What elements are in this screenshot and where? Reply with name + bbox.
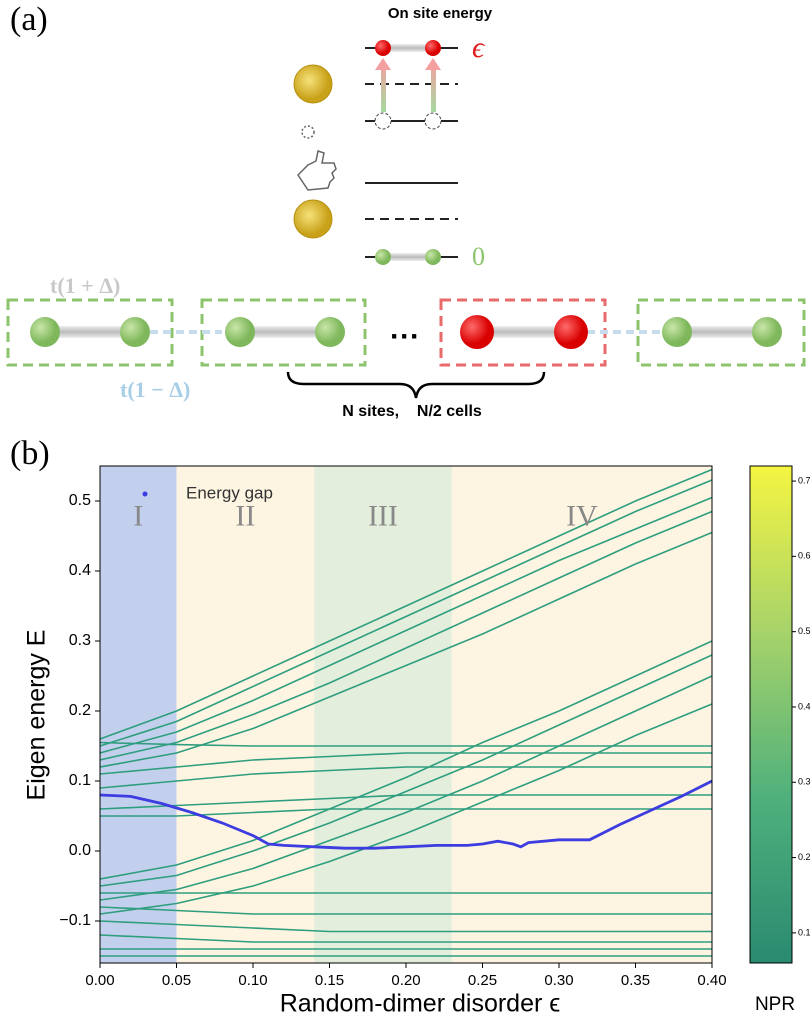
y-tick-label: 0.1 (69, 772, 91, 789)
eigen-level (100, 906, 712, 915)
region-label: III (368, 499, 398, 532)
arrow (431, 62, 436, 112)
site (30, 317, 60, 347)
site (315, 317, 345, 347)
coin-icon (293, 199, 333, 239)
site (375, 249, 391, 265)
bond (45, 326, 135, 338)
colorbar-tick-label: 0.6 (798, 551, 811, 561)
arrow-head (375, 58, 441, 70)
site (374, 112, 392, 130)
region-label: II (235, 499, 255, 532)
bond (383, 253, 433, 261)
eigen-level (100, 703, 712, 915)
region (176, 466, 315, 963)
y-tick-label: 0.3 (69, 632, 91, 649)
diagram-title: On site energy (388, 5, 493, 22)
legend-label: Energy gap (186, 483, 273, 502)
diagram (6, 40, 806, 399)
bond (240, 326, 330, 338)
region (314, 466, 452, 963)
ellipsis: ··· (390, 320, 420, 353)
colorbar-tick-label: 0.2 (798, 852, 811, 862)
energy-levels (365, 47, 458, 258)
x-tick-label: 0.15 (315, 972, 344, 989)
site (460, 315, 494, 349)
arrow (381, 62, 386, 112)
colorbar-label: NPR (755, 994, 795, 1015)
inter-hopping: t(1 − Δ) (120, 377, 190, 402)
eigen-level (100, 752, 712, 775)
eigen-level (100, 741, 712, 747)
colorbar-tick-label: 0.7 (798, 475, 811, 485)
brace (286, 371, 546, 399)
y-axis-label: Eigen energy E (23, 630, 51, 801)
site (375, 40, 391, 56)
site (662, 317, 692, 347)
eigen-level (100, 479, 712, 747)
eigen-level (100, 675, 712, 901)
x-tick-label: 0.05 (162, 972, 191, 989)
eigen-level (100, 794, 712, 810)
brace-label: N sites, N/2 cells (342, 403, 482, 420)
panel-label: (a) (10, 1, 48, 38)
eigen-level (100, 468, 712, 740)
site (424, 112, 442, 130)
bond (477, 326, 571, 338)
x-tick-label: 0.30 (544, 972, 573, 989)
eigen-level (100, 934, 712, 943)
hand-icon (297, 125, 337, 191)
eigen-level (100, 920, 712, 933)
colorbar-tick-label: 0.5 (798, 626, 811, 636)
bond (383, 44, 433, 52)
y-tick-label: 0.5 (69, 492, 91, 509)
site (554, 315, 588, 349)
site (425, 249, 441, 265)
y-tick-label: 0.0 (69, 842, 91, 859)
y-tick-label: 0.2 (69, 702, 91, 719)
colorbar-tick-label: 0.3 (798, 777, 811, 787)
colorbar (749, 465, 793, 964)
site (752, 317, 782, 347)
panel-label: (b) (10, 435, 50, 472)
zero-label: 0 (472, 242, 485, 271)
site (425, 40, 441, 56)
x-tick-label: 0.25 (468, 972, 497, 989)
x-tick-label: 0.00 (85, 972, 114, 989)
eigen-level (100, 654, 712, 887)
x-tick-label: 0.40 (697, 972, 726, 989)
bond (677, 326, 769, 338)
site (120, 317, 150, 347)
x-tick-label: 0.10 (238, 972, 267, 989)
coin-icon (293, 64, 333, 104)
x-tick-label: 0.35 (621, 972, 650, 989)
eigen-level (100, 510, 712, 761)
region-label: I (133, 499, 143, 532)
x-tick-label: 0.20 (391, 972, 420, 989)
eigen-level (100, 640, 712, 880)
colorbar-tick-label: 0.4 (798, 701, 811, 711)
epsilon-label: ϵ (472, 31, 486, 64)
colorbar-tick-label: 0.1 (798, 927, 811, 937)
region-label: IV (566, 499, 598, 532)
y-tick-label: 0.4 (69, 562, 91, 579)
eigen-level (100, 496, 712, 754)
eigen-level (100, 766, 712, 789)
plot-area (100, 466, 712, 963)
gap-line (100, 779, 712, 850)
y-tick-label: −0.1 (59, 912, 91, 929)
intra-hopping: t(1 + Δ) (50, 273, 120, 298)
legend-marker (142, 491, 148, 497)
x-axis-label: Random-dimer disorder ϵ (280, 990, 561, 1018)
site (225, 317, 255, 347)
